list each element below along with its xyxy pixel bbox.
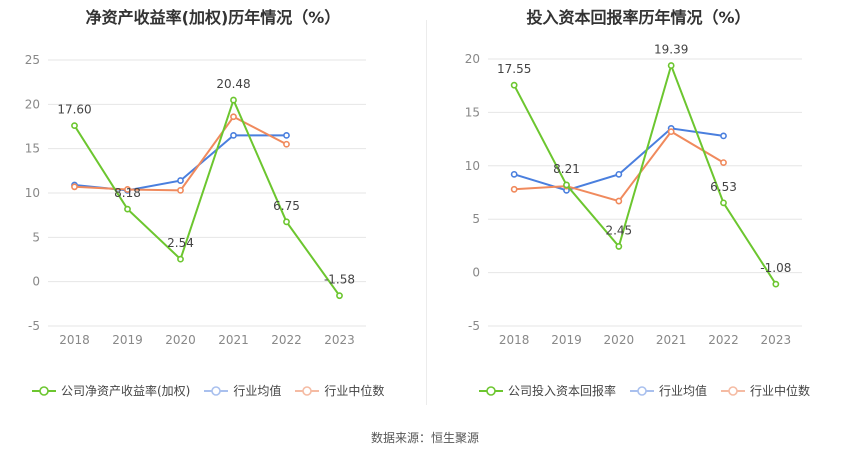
roic-data-point-0[interactable] [772,280,780,288]
roe-chart-legend: 公司净资产收益率(加权) 行业均值 行业中位数 [32,382,398,399]
roic-x-tick-label: 2021 [656,333,687,347]
roic-data-point-1[interactable] [615,170,623,178]
legend-line-marker-icon [32,385,56,396]
roe-data-label: 8.18 [114,186,141,200]
roe-legend-label: 行业均值 [233,384,282,398]
roe-data-point-0[interactable] [230,96,237,104]
roic-data-point-1[interactable] [720,132,727,140]
roic-y-tick-label: 5 [472,212,480,226]
roe-data-point-2[interactable] [71,183,78,191]
roic-data-point-2[interactable] [667,128,675,136]
roic-x-tick-label: 2018 [499,333,530,347]
roe-data-point-2[interactable] [177,186,184,194]
roe-data-point-0[interactable] [124,205,131,213]
roe-data-label: 17.60 [57,103,91,117]
roic-y-tick-label: 0 [472,266,480,280]
legend-line-marker-icon [479,385,503,396]
roic-x-tick-label: 2023 [761,333,792,347]
roic-x-tick-label: 2019 [551,333,582,347]
roic-legend-label: 行业均值 [659,384,708,398]
roe-y-tick-label: 20 [25,97,40,111]
roe-data-point-0[interactable] [283,218,290,226]
roe-data-point-0[interactable] [71,122,78,130]
roic-y-tick-label: -5 [468,319,480,333]
roic-x-tick-label: 2022 [708,333,739,347]
roic-data-point-0[interactable] [615,243,623,250]
roe-chart-panel: 净资产收益率(加权)历年情况（%） -5 0 5 10 15 20 25 2018 2019 20… [0,0,426,410]
roe-legend-label: 公司净资产收益率(加权) [61,384,191,398]
roic-data-label: 19.39 [654,43,688,57]
roe-data-label: -1.58 [324,273,355,287]
legend-line-marker-icon [721,385,746,396]
roic-y-tick-label: 10 [465,159,480,173]
roe-data-point-1[interactable] [283,131,290,139]
roe-y-tick-label: 5 [32,230,40,244]
roic-series-line-2 [514,130,725,203]
roe-y-tick-label: 0 [32,275,40,289]
roe-data-point-2[interactable] [230,113,237,121]
roic-chart-legend: 公司投入资本回报率 行业均值 行业中位数 [479,382,824,399]
roe-chart-title: 净资产收益率(加权)历年情况（%） [85,8,341,27]
roe-x-tick-label: 2018 [59,333,90,347]
roic-data-label: 2.45 [605,223,632,237]
roe-y-tick-label: 15 [25,142,40,156]
legend-line-marker-icon [295,385,320,396]
roe-y-tick-label: -5 [28,319,40,333]
data-source-note: 数据来源：恒生聚源 [370,431,479,445]
roe-y-tick-label: 10 [25,186,40,200]
roe-data-point-2[interactable] [283,140,290,148]
roe-legend-item-0[interactable]: 公司净资产收益率(加权) [32,382,190,399]
roic-chart-svg: -5 0 5 10 15 20 2018 2019 2020 2021 2022 2023 17.55 8… [465,43,802,347]
legend-line-marker-icon [630,385,655,396]
roe-data-point-0[interactable] [336,292,343,300]
roe-x-tick-label: 2022 [271,333,302,347]
roic-data-point-0[interactable] [563,181,570,189]
roe-legend-label: 行业中位数 [324,384,385,398]
roe-data-point-2[interactable] [124,186,131,193]
roic-data-point-0[interactable] [667,62,675,69]
legend-line-marker-icon [204,385,229,396]
roe-legend-item-1[interactable]: 行业均值 [204,382,281,399]
roe-data-label: 20.48 [216,77,250,91]
roe-chart-svg: -5 0 5 10 15 20 25 2018 2019 2020 2021 2022 2023 17.6… [25,53,366,347]
roic-legend-item-2[interactable]: 行业中位数 [721,382,810,399]
roic-chart-title: 投入资本回报率历年情况（%） [526,8,751,27]
roe-data-point-0[interactable] [177,255,184,263]
roe-legend-item-2[interactable]: 行业中位数 [295,382,384,399]
roic-x-tick-label: 2020 [604,333,635,347]
roe-x-tick-label: 2020 [165,333,196,347]
roic-series-line-1 [513,127,724,192]
roe-x-tick-label: 2019 [112,333,143,347]
panel-divider [426,20,427,405]
roe-y-tick-label: 25 [25,53,40,67]
roic-data-point-0[interactable] [720,199,727,207]
roic-y-tick-label: 15 [465,105,480,119]
roic-chart-panel: 投入资本回报率历年情况（%） -5 0 5 10 15 20 2018 2019 2020 202… [427,0,850,410]
roic-y-tick-label: 20 [465,52,480,66]
roe-data-label: 2.54 [167,236,194,250]
roe-data-label: 6.75 [273,199,300,213]
roic-legend-item-1[interactable]: 行业均值 [630,382,707,399]
roe-x-tick-label: 2023 [324,333,355,347]
roic-data-point-2[interactable] [615,197,623,205]
roe-x-tick-label: 2021 [218,333,249,347]
roic-data-point-2[interactable] [510,185,518,193]
roe-series-line-0 [73,97,341,297]
roic-data-point-2[interactable] [720,159,727,166]
roic-data-point-0[interactable] [510,81,518,89]
roic-data-label: 8.21 [553,162,580,176]
roic-series-line-0 [513,62,777,285]
roic-data-label: -1.08 [760,261,791,275]
roic-data-label: 6.53 [710,180,737,194]
roe-data-point-1[interactable] [230,131,237,139]
roic-data-point-1[interactable] [510,170,518,178]
roic-legend-label: 行业中位数 [750,384,811,398]
roic-data-label: 17.55 [497,62,531,76]
roic-legend-label: 公司投入资本回报率 [508,384,617,398]
roic-legend-item-0[interactable]: 公司投入资本回报率 [479,382,616,399]
roe-data-point-1[interactable] [177,177,184,184]
